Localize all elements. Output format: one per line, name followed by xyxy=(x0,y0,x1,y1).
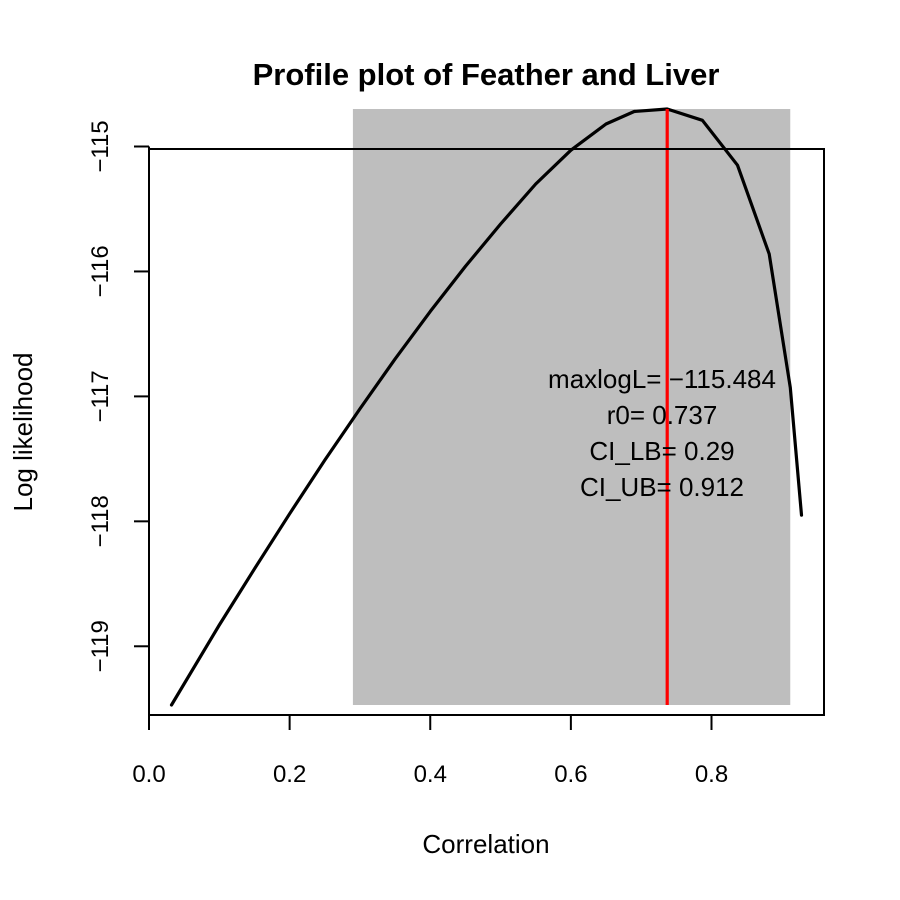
profile-likelihood-line xyxy=(169,107,804,707)
x-tick-label: 0.0 xyxy=(132,761,165,788)
plot-area xyxy=(169,107,804,707)
y-axis: −115 −116 −117 −118 −119 xyxy=(87,120,150,672)
annotation-line: maxlogL= −115.484 xyxy=(548,364,776,394)
x-tick-label: 0.2 xyxy=(273,761,306,788)
x-tick-label: 0.6 xyxy=(554,761,587,788)
ci-band xyxy=(352,109,791,706)
x-tick-label: 0.4 xyxy=(414,761,447,788)
y-tick-label: −117 xyxy=(87,370,114,422)
x-tick-label: 0.8 xyxy=(695,761,728,788)
y-tick-label: −116 xyxy=(87,245,114,297)
annotation-line: CI_UB= 0.912 xyxy=(580,472,744,502)
annotation-line: r0= 0.737 xyxy=(607,400,718,430)
y-axis-label: Log likelihood xyxy=(8,352,38,511)
annotation-line: CI_LB= 0.29 xyxy=(589,436,734,466)
annotation-block: maxlogL= −115.484 r0= 0.737 CI_LB= 0.29 CI_… xyxy=(548,364,776,502)
y-tick-label: −118 xyxy=(87,495,114,547)
x-axis: 0.0 0.2 0.4 0.6 0.8 xyxy=(132,714,728,788)
chart-title: Profile plot of Feather and Liver xyxy=(253,57,720,92)
y-tick-label: −115 xyxy=(87,120,114,172)
x-axis-label: Correlation xyxy=(422,829,549,859)
y-tick-label: −119 xyxy=(87,620,114,672)
